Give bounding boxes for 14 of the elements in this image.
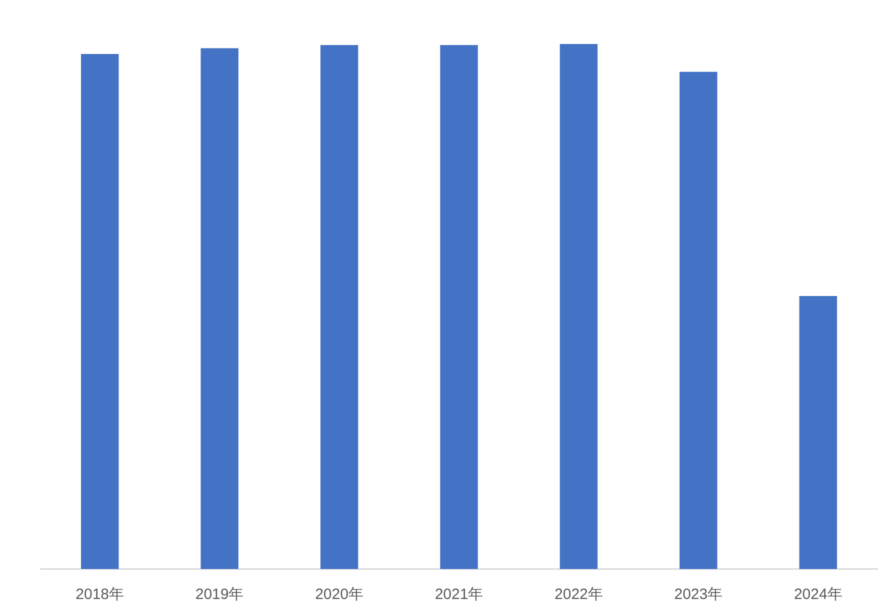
bar (680, 72, 718, 569)
bar (200, 48, 238, 569)
x-tick-label: 2020年 (315, 586, 364, 603)
bar (320, 45, 358, 569)
x-tick-label: 2024年 (794, 586, 842, 603)
bar (440, 45, 478, 569)
bar (799, 296, 837, 569)
x-tick-label: 2021年 (434, 586, 484, 603)
bar (81, 54, 119, 569)
bar (560, 44, 598, 569)
x-tick-label: 2018年 (76, 586, 124, 603)
x-tick-label: 2022年 (554, 586, 603, 603)
x-tick-label: 2023年 (674, 586, 723, 603)
x-tick-label: 2019年 (195, 586, 244, 603)
